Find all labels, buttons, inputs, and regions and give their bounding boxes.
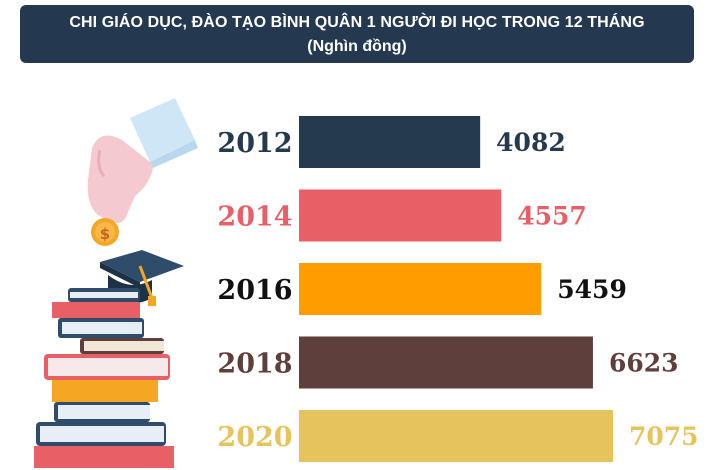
bar-2016 <box>299 263 542 315</box>
bar-2020 <box>299 410 613 462</box>
category-label-2014: 2014 <box>217 202 292 233</box>
hand-sleeve-icon <box>130 98 198 168</box>
bar-2012 <box>299 116 481 168</box>
value-label-2020: 7075 <box>629 422 699 451</box>
chart-subtitle: (Nghìn đồng) <box>307 38 407 55</box>
bar-2018 <box>299 336 593 389</box>
coin-symbol: $ <box>100 225 110 243</box>
category-label-2012: 2012 <box>217 128 292 159</box>
coin-icon: $ <box>91 218 119 246</box>
value-label-2018: 6623 <box>609 349 679 378</box>
hand-icon <box>87 135 153 223</box>
bar-2014 <box>299 189 502 242</box>
category-label-2016: 2016 <box>217 275 292 306</box>
chart-title: CHI GIÁO DỤC, ĐÀO TẠO BÌNH QUÂN 1 NGƯỜI … <box>69 14 645 31</box>
category-label-2020: 2020 <box>217 422 292 453</box>
category-label-2018: 2018 <box>217 349 292 380</box>
graduation-books-illustration: $ <box>34 98 198 468</box>
value-label-2016: 5459 <box>557 275 627 304</box>
value-label-2014: 4557 <box>517 202 587 231</box>
value-label-2012: 4082 <box>496 128 566 157</box>
book-stack-icon <box>34 288 174 468</box>
title-banner: CHI GIÁO DỤC, ĐÀO TẠO BÌNH QUÂN 1 NGƯỜI … <box>20 5 694 63</box>
